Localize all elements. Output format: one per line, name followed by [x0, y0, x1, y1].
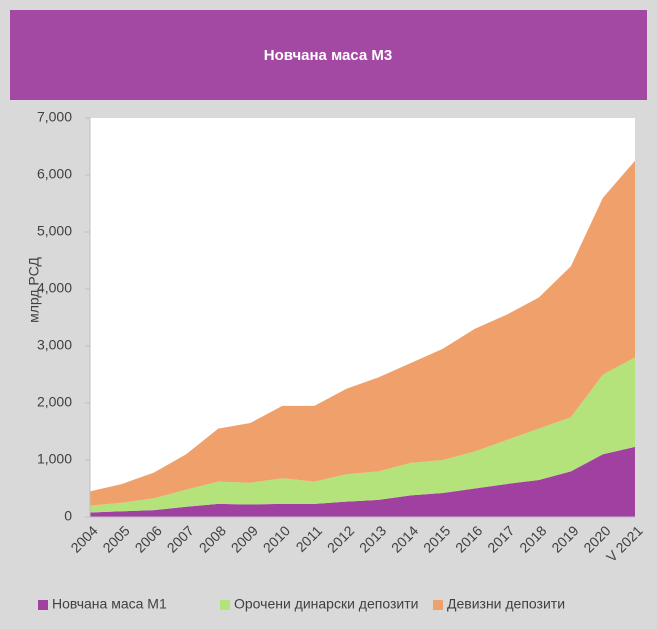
- y-tick-label: 6,000: [37, 166, 72, 182]
- legend-swatch: [433, 600, 443, 610]
- y-tick-label: 7,000: [37, 109, 72, 125]
- legend-label: Новчана маса М1: [52, 596, 167, 612]
- legend-label: Девизни депозити: [447, 596, 565, 612]
- title-banner: [10, 10, 647, 100]
- legend-swatch: [220, 600, 230, 610]
- area: [90, 446, 635, 517]
- y-tick-label: 3,000: [37, 337, 72, 353]
- chart-title: Новчана маса М3: [264, 47, 392, 64]
- y-tick-label: 2,000: [37, 394, 72, 410]
- y-tick-label: 4,000: [37, 280, 72, 296]
- legend-label: Орочени динарски депозити: [234, 596, 418, 612]
- y-axis-label: млрд РСД: [26, 257, 42, 323]
- legend-swatch: [38, 600, 48, 610]
- area: [90, 160, 635, 506]
- area: [90, 357, 635, 513]
- y-tick-label: 0: [64, 508, 72, 524]
- y-tick-label: 1,000: [37, 451, 72, 467]
- y-tick-label: 5,000: [37, 223, 72, 239]
